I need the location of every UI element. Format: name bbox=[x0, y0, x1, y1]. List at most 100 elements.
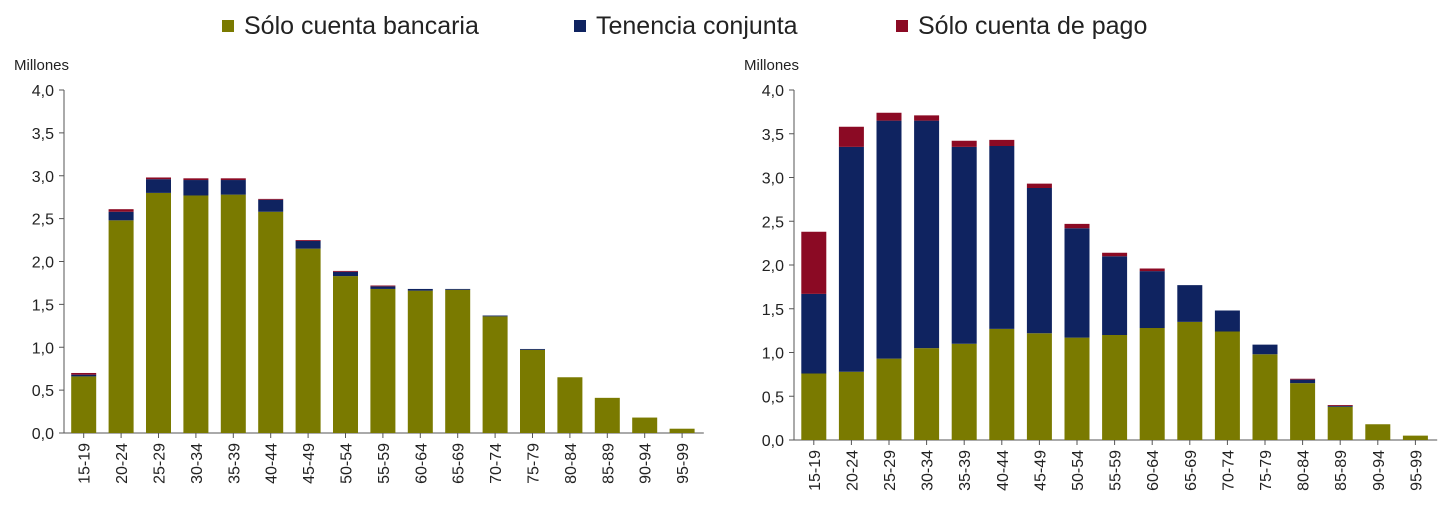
left-bar-payment-40-44 bbox=[258, 198, 284, 200]
left-y-tick-label: 0,0 bbox=[32, 426, 54, 443]
legend-swatch-joint-holding bbox=[574, 20, 586, 32]
left-bar-payment-50-54 bbox=[333, 270, 358, 272]
left-x-tick-label-30-34: 30-34 bbox=[189, 443, 206, 484]
right-y-tick-label: 4,0 bbox=[762, 83, 784, 100]
left-bar-joint-75-79 bbox=[520, 348, 545, 350]
left-bar-joint-35-39 bbox=[220, 180, 246, 195]
left-x-tick-label-75-79: 75-79 bbox=[526, 443, 543, 484]
left-x-tick-label-50-54: 50-54 bbox=[339, 443, 356, 484]
right-bar-bank-40-44 bbox=[989, 328, 1015, 441]
right-x-tick-label-90-94: 90-94 bbox=[1371, 450, 1388, 491]
right-bar-payment-40-44 bbox=[989, 139, 1015, 147]
right-x-tick-label-25-29: 25-29 bbox=[882, 450, 899, 491]
right-bar-joint-25-29 bbox=[876, 120, 902, 359]
right-x-tick-label-35-39: 35-39 bbox=[957, 450, 974, 491]
legend-label-joint-holding: Tenencia conjunta bbox=[596, 11, 798, 40]
left-bar-payment-25-29 bbox=[146, 177, 171, 180]
left-bar-joint-20-24 bbox=[108, 211, 134, 221]
right-x-tick-label-30-34: 30-34 bbox=[920, 450, 937, 491]
left-bar-bank-20-24 bbox=[108, 220, 134, 433]
left-x-tick-label-80-84: 80-84 bbox=[563, 443, 580, 484]
right-y-tick-label: 3,0 bbox=[762, 171, 784, 188]
right-bar-bank-20-24 bbox=[838, 371, 864, 440]
left-bar-joint-25-29 bbox=[146, 179, 171, 193]
left-bar-joint-70-74 bbox=[482, 315, 508, 317]
left-bar-bank-50-54 bbox=[333, 276, 358, 433]
right-bar-joint-80-84 bbox=[1290, 379, 1316, 384]
left-x-tick-label-70-74: 70-74 bbox=[488, 443, 505, 484]
left-bar-bank-35-39 bbox=[220, 194, 246, 433]
left-bar-payment-30-34 bbox=[183, 178, 209, 181]
chart-left: Millones 0,0 0,5 1,0 1,5 2,0 2,5 3,0 3,5 4,0 15-19… bbox=[14, 57, 704, 484]
right-bar-bank-75-79 bbox=[1252, 354, 1278, 440]
right-y-tick-label: 0,5 bbox=[762, 389, 784, 406]
left-bar-bank-85-89 bbox=[594, 397, 620, 433]
right-bar-bank-95-99 bbox=[1402, 435, 1428, 441]
left-x-tick-label-55-59: 55-59 bbox=[376, 443, 393, 484]
right-bar-bank-50-54 bbox=[1064, 337, 1090, 441]
left-bar-bank-60-64 bbox=[407, 290, 433, 433]
right-x-tick-label-50-54: 50-54 bbox=[1070, 450, 1087, 491]
left-y-tick-label: 0,5 bbox=[32, 383, 54, 400]
left-y-tick-label: 2,5 bbox=[32, 212, 54, 229]
right-bar-joint-70-74 bbox=[1214, 310, 1240, 332]
right-bar-joint-65-69 bbox=[1177, 285, 1203, 322]
left-bar-joint-60-64 bbox=[407, 288, 433, 291]
right-bar-bank-30-34 bbox=[914, 348, 940, 441]
right-x-tick-label-20-24: 20-24 bbox=[844, 450, 861, 491]
right-bar-bank-35-39 bbox=[951, 343, 977, 440]
legend-item-bank-account: Sólo cuenta bancaria bbox=[222, 8, 479, 44]
left-x-tick-label-95-99: 95-99 bbox=[675, 443, 692, 484]
right-bar-joint-55-59 bbox=[1102, 256, 1128, 335]
left-bar-joint-55-59 bbox=[370, 286, 396, 289]
left-bar-payment-15-19 bbox=[71, 372, 97, 375]
left-bar-bank-25-29 bbox=[146, 192, 171, 433]
legend-swatch-payment-account bbox=[896, 20, 908, 32]
left-bar-bank-30-34 bbox=[183, 195, 209, 433]
left-bar-bank-75-79 bbox=[520, 349, 545, 433]
right-bar-joint-60-64 bbox=[1139, 271, 1165, 329]
left-y-tick-label: 3,5 bbox=[32, 126, 54, 143]
left-bar-joint-15-19 bbox=[71, 374, 97, 377]
right-bar-bank-55-59 bbox=[1102, 335, 1128, 440]
right-bar-payment-55-59 bbox=[1102, 252, 1128, 257]
left-x-tick-label-20-24: 20-24 bbox=[114, 443, 131, 484]
left-bar-payment-55-59 bbox=[370, 285, 396, 287]
legend-label-bank-account: Sólo cuenta bancaria bbox=[244, 11, 479, 40]
left-y-tick-label: 1,5 bbox=[32, 297, 54, 314]
legend-item-payment-account: Sólo cuenta de pago bbox=[896, 8, 1147, 44]
left-bar-joint-65-69 bbox=[445, 288, 471, 290]
right-x-tick-label-80-84: 80-84 bbox=[1296, 450, 1313, 491]
right-bar-payment-15-19 bbox=[801, 231, 827, 294]
left-x-tick-label-65-69: 65-69 bbox=[451, 443, 468, 484]
right-bar-joint-75-79 bbox=[1252, 344, 1278, 355]
right-bar-payment-50-54 bbox=[1064, 223, 1090, 229]
chart-right: Millones 0,0 0,5 1,0 1,5 2,0 2,5 3,0 3,5 4,0 15-19… bbox=[744, 57, 1438, 491]
right-bar-bank-70-74 bbox=[1214, 331, 1240, 440]
left-x-tick-label-40-44: 40-44 bbox=[264, 443, 281, 484]
right-bar-joint-15-19 bbox=[801, 293, 827, 374]
right-bar-joint-20-24 bbox=[838, 146, 864, 372]
right-bar-joint-30-34 bbox=[914, 120, 940, 349]
left-bar-joint-50-54 bbox=[333, 271, 358, 277]
right-bar-bank-85-89 bbox=[1327, 406, 1353, 440]
right-y-tick-label: 1,5 bbox=[762, 302, 784, 319]
right-x-tick-label-75-79: 75-79 bbox=[1258, 450, 1275, 491]
left-y-tick-label: 2,0 bbox=[32, 255, 54, 272]
right-bar-bank-45-49 bbox=[1026, 333, 1052, 440]
right-x-tick-label-45-49: 45-49 bbox=[1032, 450, 1049, 491]
right-y-tick-label: 1,0 bbox=[762, 346, 784, 363]
left-bar-bank-15-19 bbox=[71, 376, 97, 433]
right-x-tick-label-60-64: 60-64 bbox=[1145, 450, 1162, 491]
right-y-tick-label: 0,0 bbox=[762, 433, 784, 450]
left-bar-payment-20-24 bbox=[108, 209, 134, 212]
left-x-tick-label-90-94: 90-94 bbox=[638, 443, 655, 484]
left-bar-bank-90-94 bbox=[632, 417, 658, 433]
right-x-tick-label-85-89: 85-89 bbox=[1333, 450, 1350, 491]
right-x-tick-label-65-69: 65-69 bbox=[1183, 450, 1200, 491]
right-bar-bank-25-29 bbox=[876, 358, 902, 441]
right-bar-bank-65-69 bbox=[1177, 321, 1203, 441]
right-bar-joint-50-54 bbox=[1064, 228, 1090, 338]
right-x-tick-label-15-19: 15-19 bbox=[807, 450, 824, 491]
left-bar-joint-40-44 bbox=[258, 199, 284, 212]
